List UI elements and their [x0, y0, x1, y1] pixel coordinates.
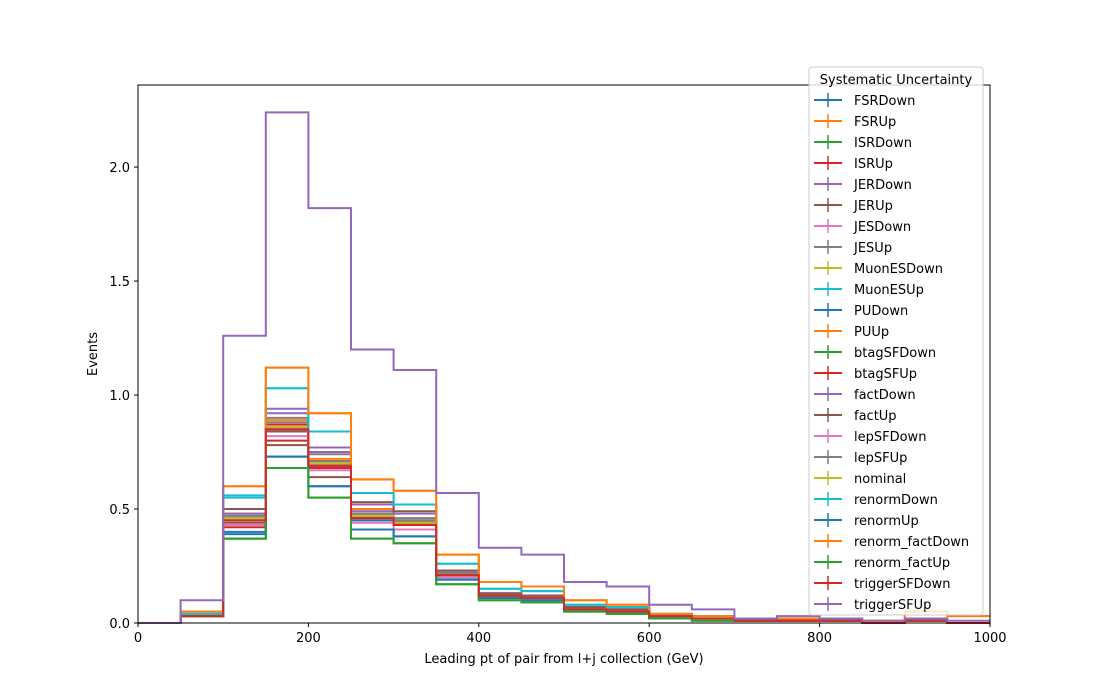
legend-label: factUp	[854, 409, 897, 424]
legend-label: triggerSFUp	[854, 598, 931, 613]
legend-item-renormUp: renormUp	[814, 513, 919, 529]
legend-label: FSRDown	[854, 94, 915, 109]
legend-label: lepSFDown	[854, 430, 926, 445]
x-axis: 0 200 400 600 800 1000	[134, 623, 1007, 646]
y-tick-label: 0.0	[109, 617, 130, 632]
legend-item-JERUp: JERUp	[814, 198, 893, 214]
legend-item-renorm_factUp: renorm_factUp	[814, 555, 950, 571]
legend-label: FSRUp	[854, 115, 896, 130]
y-axis: 0.0 0.5 1.0 1.5 2.0	[109, 161, 138, 632]
y-tick-label: 1.0	[109, 389, 130, 404]
legend-item-PUDown: PUDown	[814, 303, 908, 319]
legend-label: btagSFDown	[854, 346, 936, 361]
legend-items: FSRDown FSRUp ISRDown ISRUp JERDown JERUp JESD…	[814, 93, 969, 613]
legend-item-btagSFDown: btagSFDown	[814, 345, 936, 361]
legend-item-lepSFDown: lepSFDown	[814, 429, 926, 445]
legend-label: ISRUp	[854, 157, 893, 172]
legend-item-btagSFUp: btagSFUp	[814, 366, 917, 382]
legend-item-renorm_factDown: renorm_factDown	[814, 534, 969, 550]
x-tick-label: 800	[807, 631, 832, 646]
legend-item-ISRUp: ISRUp	[814, 156, 893, 172]
x-tick-label: 200	[296, 631, 321, 646]
legend-item-JERDown: JERDown	[814, 177, 912, 193]
x-tick-label: 400	[466, 631, 491, 646]
legend-label: JERUp	[853, 199, 893, 214]
legend-label: lepSFUp	[854, 451, 907, 466]
legend-label: JESUp	[853, 241, 892, 256]
legend-item-factUp: factUp	[814, 408, 897, 424]
legend-title: Systematic Uncertainty	[820, 73, 973, 88]
legend-label: renormUp	[854, 514, 919, 529]
legend-label: ISRDown	[854, 136, 912, 151]
legend-item-MuonESDown: MuonESDown	[814, 261, 943, 277]
legend-item-ISRDown: ISRDown	[814, 135, 912, 151]
y-tick-label: 2.0	[109, 161, 130, 176]
legend-label: nominal	[854, 472, 906, 487]
legend-item-nominal: nominal	[814, 471, 906, 487]
legend-label: MuonESDown	[854, 262, 943, 277]
plot-frame	[137, 84, 991, 624]
legend-label: btagSFUp	[854, 367, 917, 382]
legend-label: triggerSFDown	[854, 577, 950, 592]
legend-item-JESDown: JESDown	[814, 219, 911, 235]
y-tick-label: 1.5	[109, 275, 130, 290]
legend-item-JESUp: JESUp	[814, 240, 892, 256]
legend-label: renormDown	[854, 493, 938, 508]
legend-label: renorm_factDown	[854, 535, 969, 550]
series-line-triggerSFDown	[138, 428, 990, 624]
legend-box	[808, 66, 984, 616]
legend-label: PUDown	[854, 304, 908, 319]
legend-label: MuonESUp	[854, 283, 924, 298]
legend-item-triggerSFDown: triggerSFDown	[814, 576, 950, 592]
legend-item-FSRUp: FSRUp	[814, 114, 896, 130]
legend-label: JESDown	[853, 220, 911, 235]
legend-label: PUUp	[854, 325, 889, 340]
y-tick-label: 0.5	[109, 503, 130, 518]
x-axis-title: Leading pt of pair from l+j collection (…	[424, 652, 703, 667]
legend: Systematic Uncertainty FSRDown FSRUp ISRDo…	[808, 66, 984, 616]
legend-item-PUUp: PUUp	[814, 324, 889, 340]
x-tick-label: 600	[637, 631, 662, 646]
legend-item-triggerSFUp: triggerSFUp	[814, 597, 931, 613]
legend-item-lepSFUp: lepSFUp	[814, 450, 907, 466]
legend-item-FSRDown: FSRDown	[814, 93, 915, 109]
x-tick-label: 0	[134, 631, 142, 646]
legend-item-renormDown: renormDown	[814, 492, 938, 508]
legend-item-factDown: factDown	[814, 387, 916, 403]
legend-label: renorm_factUp	[854, 556, 950, 571]
x-tick-label: 1000	[973, 631, 1006, 646]
series-line-triggerSFUp	[138, 111, 990, 624]
legend-label: JERDown	[853, 178, 912, 193]
y-axis-title: Events	[86, 332, 101, 376]
series-layer	[138, 111, 990, 624]
legend-label: factDown	[854, 388, 916, 403]
legend-item-MuonESUp: MuonESUp	[814, 282, 924, 298]
